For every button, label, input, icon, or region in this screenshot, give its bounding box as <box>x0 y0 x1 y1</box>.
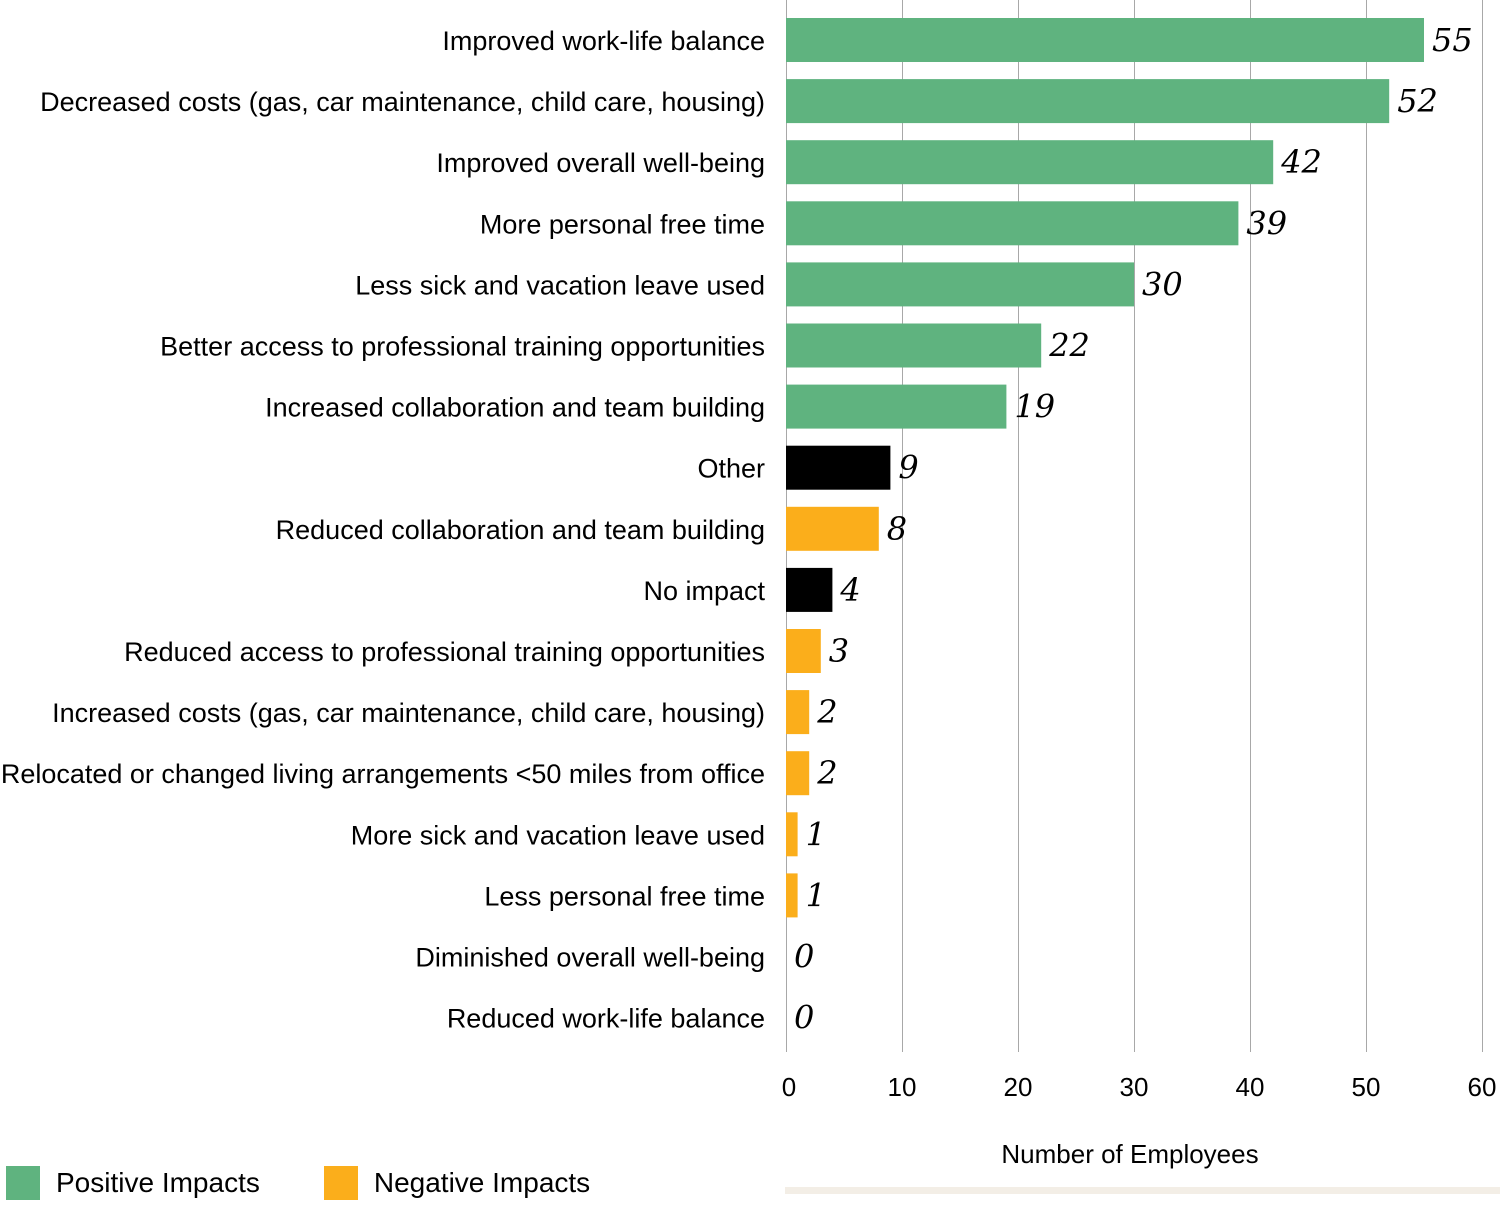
x-axis-ticks: 0 10 20 30 40 50 60 <box>782 1072 1497 1102</box>
category-labels: Improved work-life balance Decreased cost… <box>1 26 766 1034</box>
bar-9 <box>786 567 833 612</box>
bar-14 <box>786 873 798 918</box>
value-label-8: 8 <box>887 510 907 548</box>
category-label-3: More personal free time <box>480 209 765 239</box>
value-label-16: 0 <box>794 999 814 1037</box>
bar-10 <box>786 629 821 673</box>
value-label-5: 22 <box>1048 327 1090 365</box>
category-label-2: Improved overall well-being <box>436 148 765 178</box>
value-label-3: 39 <box>1246 204 1287 242</box>
legend-label-negative: Negative Impacts <box>373 1167 591 1198</box>
value-label-15: 0 <box>794 938 814 976</box>
x-tick-label-0: 0 <box>782 1072 796 1102</box>
legend-swatch-positive <box>6 1166 40 1200</box>
category-label-15: Diminished overall well-being <box>415 943 765 973</box>
legend-swatch-negative <box>323 1166 358 1200</box>
x-tick-label-60: 60 <box>1468 1072 1497 1102</box>
bar-8 <box>786 506 879 551</box>
value-label-14: 1 <box>806 876 826 914</box>
value-label-6: 19 <box>1014 388 1055 426</box>
legend-item-negative: Negative Impacts <box>323 1166 591 1200</box>
bar-2 <box>786 140 1274 185</box>
value-label-13: 1 <box>806 815 826 853</box>
x-tick-label-20: 20 <box>1004 1072 1033 1102</box>
category-label-12: Relocated or changed living arrangements… <box>1 759 765 789</box>
category-label-9: No impact <box>643 576 765 606</box>
legend: Positive Impacts Negative Impacts <box>6 1166 654 1200</box>
x-tick-label-10: 10 <box>888 1072 917 1102</box>
category-label-1: Decreased costs (gas, car maintenance, c… <box>40 87 765 117</box>
value-label-12: 2 <box>816 754 837 792</box>
bar-7 <box>786 445 891 490</box>
bar-4 <box>786 262 1134 307</box>
bar-3 <box>786 201 1239 246</box>
value-label-1: 52 <box>1397 82 1438 120</box>
category-label-4: Less sick and vacation leave used <box>355 270 765 300</box>
x-tick-label-50: 50 <box>1352 1072 1381 1102</box>
category-label-8: Reduced collaboration and team building <box>276 515 765 545</box>
bar-1 <box>786 79 1390 124</box>
category-label-7: Other <box>697 454 765 484</box>
x-tick-label-40: 40 <box>1236 1072 1265 1102</box>
value-label-11: 2 <box>816 693 837 731</box>
category-label-0: Improved work-life balance <box>442 26 765 56</box>
bar-11 <box>786 690 810 735</box>
bar-5 <box>786 323 1042 368</box>
category-label-10: Reduced access to professional training … <box>124 637 765 667</box>
x-axis-title: Number of Employees <box>1001 1139 1258 1169</box>
bars <box>786 18 1424 918</box>
value-label-7: 9 <box>898 449 918 487</box>
value-label-2: 42 <box>1280 143 1322 181</box>
bar-12 <box>786 751 810 796</box>
legend-item-positive: Positive Impacts <box>6 1166 260 1200</box>
category-label-16: Reduced work-life balance <box>447 1004 765 1034</box>
legend-label-positive: Positive Impacts <box>56 1167 260 1198</box>
value-label-0: 55 <box>1432 21 1473 59</box>
bar-0 <box>786 18 1424 62</box>
category-label-11: Increased costs (gas, car maintenance, c… <box>52 698 765 728</box>
category-label-13: More sick and vacation leave used <box>351 820 765 850</box>
category-label-6: Increased collaboration and team buildin… <box>265 393 765 423</box>
x-tick-label-30: 30 <box>1120 1072 1149 1102</box>
bar-13 <box>786 812 798 857</box>
category-label-14: Less personal free time <box>484 881 765 911</box>
value-label-10: 3 <box>829 632 849 670</box>
category-label-5: Better access to professional training o… <box>160 332 765 362</box>
bar-6 <box>786 384 1007 429</box>
value-label-9: 4 <box>839 571 860 609</box>
axis-underline <box>785 1187 1500 1194</box>
value-label-4: 30 <box>1142 265 1183 303</box>
